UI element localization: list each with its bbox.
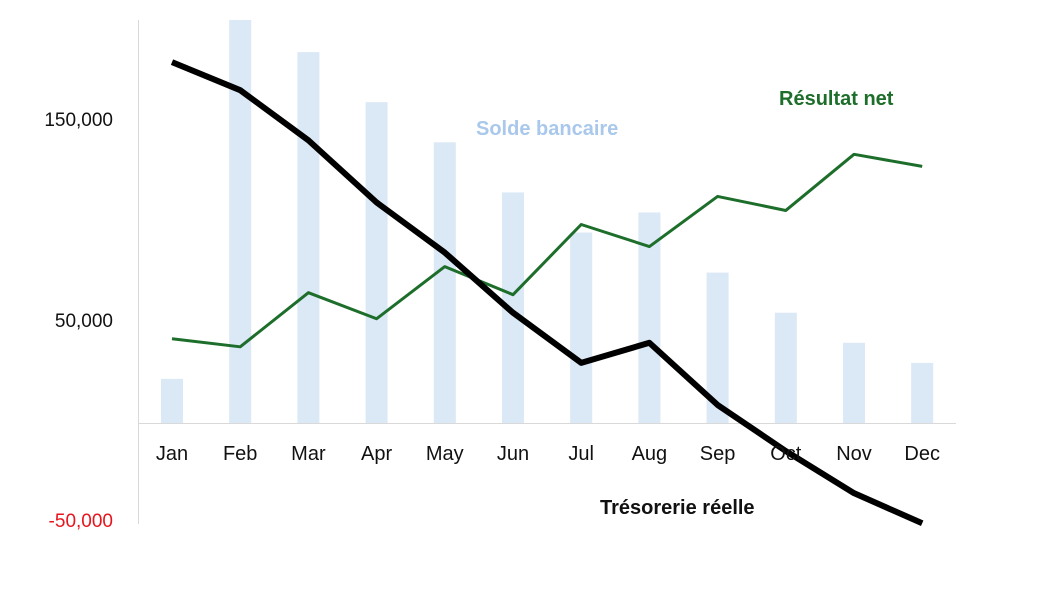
label-resultat-net: Résultat net bbox=[779, 88, 894, 110]
bar-dec bbox=[911, 362, 934, 423]
bar-may bbox=[433, 142, 456, 424]
x-tick-label: Sep bbox=[699, 443, 736, 465]
y-tick-label: 150,000 bbox=[44, 110, 113, 132]
label-tresorerie-reelle: Trésorerie réelle bbox=[600, 497, 755, 519]
x-tick-label: Mar bbox=[291, 443, 326, 465]
bar-apr bbox=[365, 102, 388, 423]
x-tick-label: Dec bbox=[904, 443, 940, 465]
bar-oct bbox=[774, 312, 797, 423]
x-tick-label: Feb bbox=[222, 443, 258, 465]
y-tick-label: -50,000 bbox=[48, 511, 113, 533]
x-tick-label: Oct bbox=[770, 443, 802, 465]
bar-jan bbox=[161, 378, 183, 423]
x-tick-label: Aug bbox=[631, 443, 668, 465]
label-solde-bancaire: Solde bancaire bbox=[476, 118, 619, 140]
bar-mar bbox=[297, 52, 320, 423]
line-resultat-net bbox=[171, 152, 923, 349]
line-tresorerie-reelle bbox=[170, 59, 924, 526]
bar-feb bbox=[229, 19, 252, 424]
bar-nov bbox=[843, 342, 865, 423]
y-tick-label: 50,000 bbox=[54, 310, 113, 332]
x-tick-label: Apr bbox=[361, 443, 393, 465]
x-tick-label: May bbox=[425, 443, 464, 465]
bar-jul bbox=[570, 232, 593, 423]
x-tick-label: Jun bbox=[496, 443, 530, 465]
x-tick-label: Jan bbox=[155, 443, 189, 465]
bar-aug bbox=[638, 212, 661, 423]
x-tick-label: Nov bbox=[836, 443, 872, 465]
bar-sep bbox=[706, 272, 729, 423]
x-tick-label: Jul bbox=[568, 443, 594, 465]
bar-jun bbox=[502, 192, 524, 423]
